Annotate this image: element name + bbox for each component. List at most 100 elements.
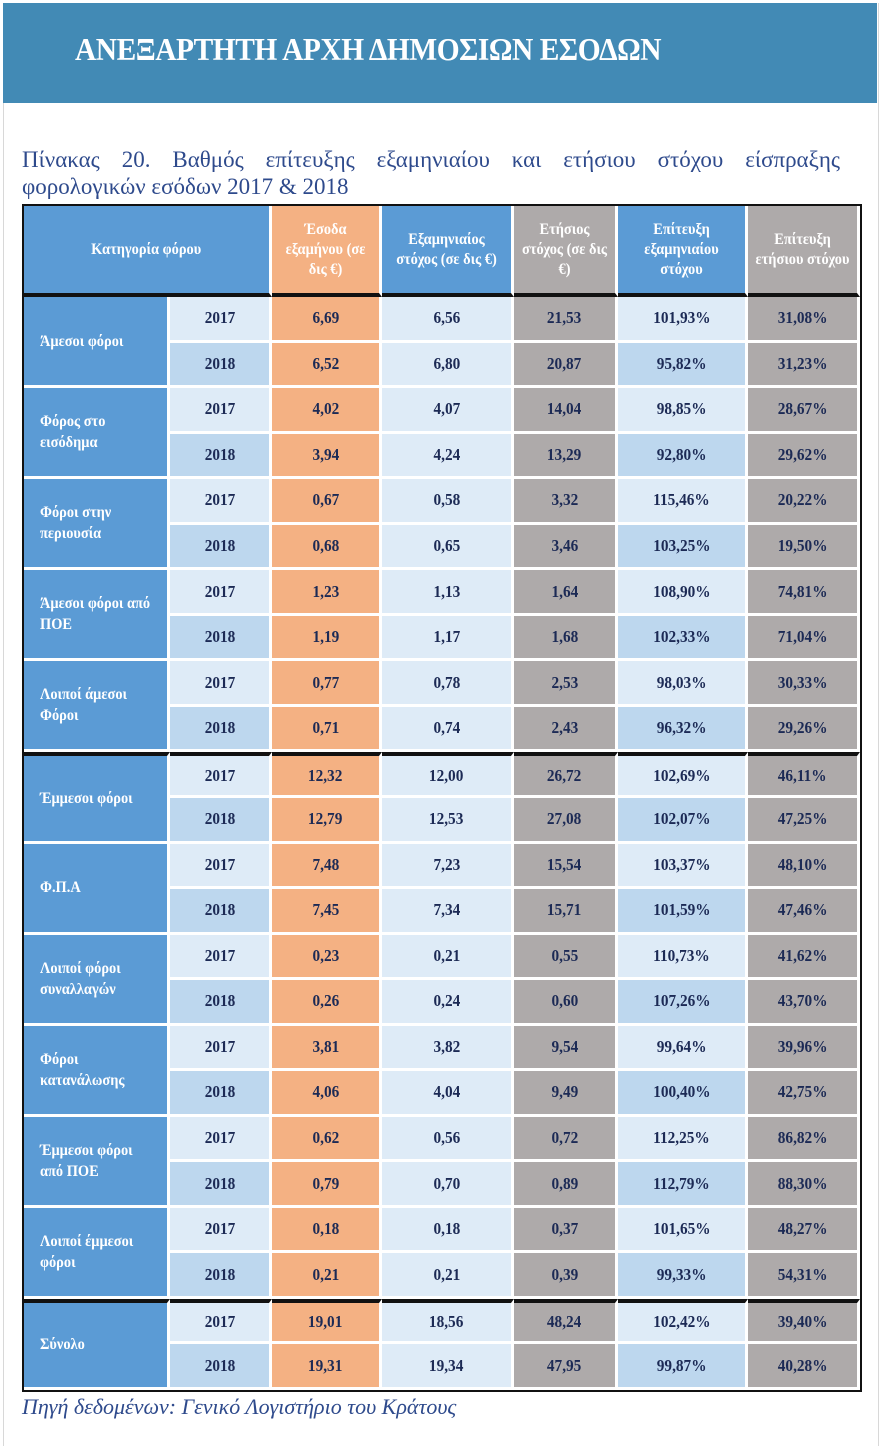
- year-cell-text: 2017: [204, 581, 235, 601]
- value-cell: 0,65: [382, 524, 514, 571]
- value-cell: 99,33%: [618, 1253, 748, 1299]
- value-cell-text: 101,93%: [652, 308, 711, 328]
- category-label-text: Λοιποί άμεσοι Φόροι: [40, 686, 127, 725]
- category-label-text: Φόροι κατανάλωσης: [40, 1050, 125, 1089]
- value-cell: 1,13: [382, 570, 514, 616]
- value-cell-text: 2,53: [551, 672, 578, 692]
- value-cell-text: 0,58: [433, 490, 460, 510]
- value-cell-text: 107,26%: [652, 991, 711, 1011]
- year-cell: 2018: [170, 1162, 272, 1208]
- year-cell-text: 2017: [204, 765, 235, 785]
- category-label: Φ.Π.Α: [24, 843, 170, 935]
- value-cell: 88,30%: [748, 1162, 860, 1208]
- header-banner: ΑΝΕΞΑΡΤΗΤΗ ΑΡΧΗ ΔΗΜΟΣΙΩΝ ΕΣΟΔΩΝ: [3, 3, 877, 103]
- year-cell: 2018: [170, 706, 272, 753]
- table-caption: Πίνακας 20. Βαθμός επίτευξης εξαμηνιαίου…: [22, 147, 840, 199]
- value-cell: 0,68: [272, 524, 382, 571]
- category-label: Άμεσοι φόροι: [24, 297, 170, 389]
- value-cell: 3,32: [514, 479, 618, 525]
- value-cell-text: 103,25%: [652, 535, 711, 555]
- year-cell-text: 2017: [204, 854, 235, 874]
- value-cell: 96,32%: [618, 706, 748, 753]
- year-cell: 2018: [170, 1344, 272, 1390]
- value-cell: 103,37%: [618, 843, 748, 890]
- value-cell: 0,18: [272, 1207, 382, 1254]
- value-cell: 2,53: [514, 661, 618, 707]
- value-cell-text: 99,33%: [656, 1264, 707, 1284]
- category-label: Φόροι κατανάλωσης: [24, 1025, 170, 1117]
- value-cell: 15,71: [514, 889, 618, 935]
- value-cell-text: 110,73%: [653, 945, 710, 965]
- value-cell: 102,69%: [618, 752, 748, 798]
- value-cell: 0,55: [514, 934, 618, 981]
- value-cell-text: 0,21: [433, 945, 460, 965]
- value-cell: 102,42%: [618, 1298, 748, 1345]
- category-label-text: Άμεσοι φόροι: [40, 332, 124, 350]
- value-cell: 20,22%: [748, 479, 860, 525]
- year-cell-text: 2018: [204, 718, 235, 738]
- value-cell-text: 6,56: [433, 308, 460, 328]
- category-label-text: Άμεσοι φόροι από ΠΟΕ: [40, 595, 151, 634]
- value-cell-text: 0,56: [433, 1128, 460, 1148]
- year-cell-text: 2018: [204, 900, 235, 920]
- column-header-text: Κατηγορία φόρου: [91, 240, 202, 258]
- value-cell: 9,49: [514, 1071, 618, 1117]
- value-cell-text: 29,62%: [777, 444, 828, 464]
- value-cell: 28,67%: [748, 388, 860, 434]
- value-cell-text: 102,07%: [652, 809, 711, 829]
- value-cell: 29,26%: [748, 706, 860, 753]
- column-header-text: Εξαμηνιαίος στόχος (σε δις €): [396, 230, 497, 268]
- value-cell-text: 47,95: [547, 1355, 582, 1375]
- year-cell: 2017: [170, 1207, 272, 1254]
- value-cell-text: 0,55: [551, 945, 578, 965]
- value-cell-text: 3,82: [433, 1036, 460, 1056]
- value-cell: 0,26: [272, 980, 382, 1026]
- value-cell-text: 0,74: [433, 718, 460, 738]
- value-cell: 0,72: [514, 1116, 618, 1163]
- value-cell-text: 4,24: [433, 444, 460, 464]
- value-cell-text: 1,68: [551, 627, 578, 647]
- value-cell: 6,80: [382, 342, 514, 389]
- value-cell: 39,40%: [748, 1298, 860, 1345]
- year-cell: 2017: [170, 570, 272, 616]
- value-cell: 101,65%: [618, 1207, 748, 1254]
- category-label: Έμμεσοι φόροι: [24, 752, 170, 844]
- value-cell-text: 2,43: [551, 718, 578, 738]
- column-header-text: Ετήσιος στόχος (σε δις €): [521, 220, 607, 278]
- data-source-note: Πηγή δεδομένων: Γενικό Λογιστήριο του Κρ…: [22, 1394, 457, 1419]
- year-cell-text: 2017: [204, 1036, 235, 1056]
- value-cell-text: 0,62: [312, 1128, 339, 1148]
- year-cell-text: 2018: [204, 1082, 235, 1102]
- value-cell-text: 40,28%: [777, 1355, 828, 1375]
- year-cell-text: 2017: [204, 308, 235, 328]
- value-cell: 98,03%: [618, 661, 748, 707]
- value-cell: 4,06: [272, 1071, 382, 1117]
- year-cell-text: 2017: [204, 1128, 235, 1148]
- value-cell-text: 29,26%: [777, 718, 828, 738]
- value-cell-text: 103,37%: [652, 854, 711, 874]
- year-cell-text: 2017: [204, 672, 235, 692]
- value-cell-text: 112,25%: [653, 1128, 710, 1148]
- value-cell: 3,82: [382, 1025, 514, 1072]
- value-cell-text: 102,42%: [652, 1312, 711, 1332]
- value-cell-text: 43,70%: [777, 991, 828, 1011]
- value-cell-text: 0,26: [312, 991, 339, 1011]
- value-cell-text: 19,31: [308, 1355, 343, 1375]
- value-cell-text: 4,06: [312, 1082, 339, 1102]
- year-cell-text: 2018: [204, 627, 235, 647]
- value-cell: 0,60: [514, 980, 618, 1026]
- value-cell: 20,87: [514, 342, 618, 389]
- year-cell: 2017: [170, 388, 272, 434]
- value-cell: 99,64%: [618, 1025, 748, 1072]
- category-label: Σύνολο: [24, 1298, 170, 1390]
- value-cell-text: 108,90%: [652, 581, 711, 601]
- value-cell-text: 48,27%: [777, 1219, 828, 1239]
- value-cell-text: 7,23: [433, 854, 460, 874]
- value-cell: 0,70: [382, 1162, 514, 1208]
- value-cell-text: 0,71: [312, 718, 339, 738]
- value-cell-text: 21,53: [547, 308, 582, 328]
- year-cell: 2018: [170, 1071, 272, 1117]
- year-cell-text: 2018: [204, 1264, 235, 1284]
- value-cell-text: 0,24: [433, 991, 460, 1011]
- year-cell-text: 2017: [204, 1312, 235, 1332]
